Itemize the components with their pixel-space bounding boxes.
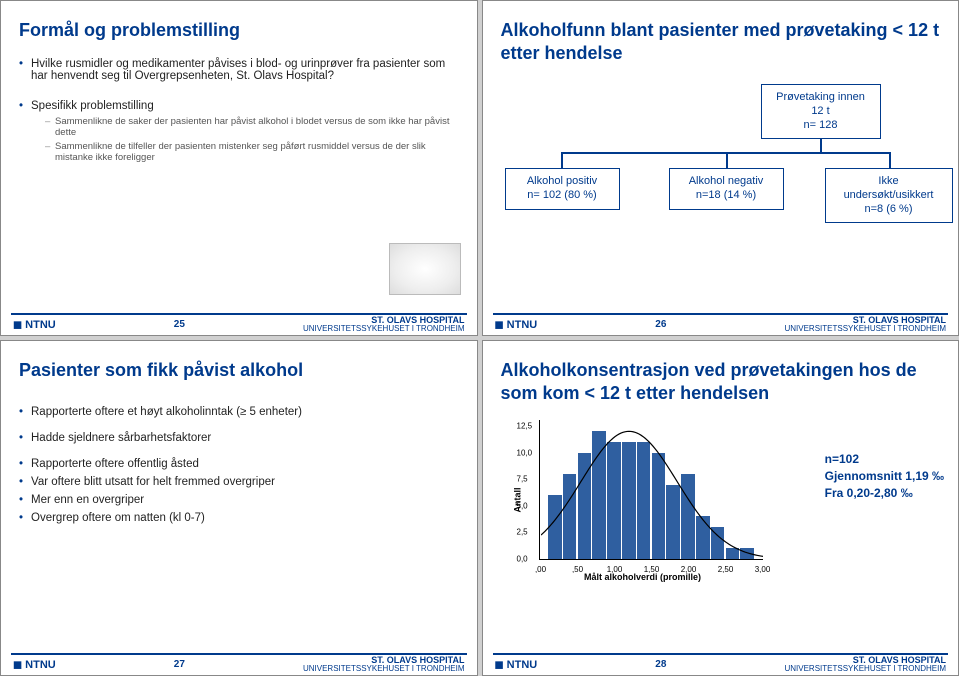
bullet: Var oftere blitt utsatt for helt fremmed…	[31, 476, 275, 488]
histogram: Antall Målt alkoholverdi (promille) 0,02…	[513, 420, 773, 580]
box-positive: Alkohol positiv n= 102 (80 %)	[505, 168, 620, 210]
box-negative: Alkohol negativ n=18 (14 %)	[669, 168, 784, 210]
slide-25: Formål og problemstilling Hvilke rusmidl…	[0, 0, 478, 336]
photo-placeholder	[389, 243, 461, 295]
histogram-bar	[666, 485, 680, 559]
stolav-logo: ST. OLAVS HOSPITAL UNIVERSITETSSYKEHUSET…	[784, 656, 946, 673]
histogram-bar	[652, 453, 666, 559]
stat-n: n=102	[825, 451, 944, 468]
slide-26: Alkoholfunn blant pasienter med prøvetak…	[482, 0, 959, 336]
page-number: 27	[174, 659, 185, 670]
histogram-bar	[607, 442, 621, 559]
slide-footer: ◼ NTNU 25 ST. OLAVS HOSPITAL UNIVERSITET…	[1, 313, 477, 335]
histogram-bar	[622, 442, 636, 559]
ntnu-logo: ◼ NTNU	[495, 318, 538, 331]
bullet: Spesifikk problemstilling	[31, 100, 154, 112]
stat-mean: Gjennomsnitt 1,19 ‰	[825, 468, 944, 485]
slide-27: Pasienter som fikk påvist alkohol Rappor…	[0, 340, 478, 676]
sub-list: Sammenlikne de saker der pasienten har p…	[31, 116, 459, 163]
bullet: Rapporterte oftere offentlig åsted	[31, 458, 199, 470]
histogram-bar	[696, 516, 710, 559]
bullet: Hvilke rusmidler og medikamenter påvises…	[31, 58, 445, 82]
bullet: Rapporterte oftere et høyt alkoholinntak…	[31, 406, 302, 418]
ntnu-logo: ◼ NTNU	[495, 658, 538, 671]
page-number: 26	[655, 319, 666, 330]
box-unknown: Ikke undersøkt/usikkert n=8 (6 %)	[825, 168, 953, 223]
page-number: 25	[174, 319, 185, 330]
histogram-bar	[563, 474, 577, 559]
x-axis	[539, 559, 763, 560]
stats-box: n=102 Gjennomsnitt 1,19 ‰ Fra 0,20-2,80 …	[825, 451, 944, 501]
flow-diagram: Prøvetaking innen 12 t n= 128 Alkohol po…	[501, 84, 941, 264]
page-number: 28	[655, 659, 666, 670]
slide-footer: ◼ NTNU 26 ST. OLAVS HOSPITAL UNIVERSITET…	[483, 313, 959, 335]
slide-title: Formål og problemstilling	[19, 19, 459, 42]
histogram-bar	[740, 548, 754, 559]
box-top: Prøvetaking innen 12 t n= 128	[761, 84, 881, 139]
bars-container	[541, 426, 763, 559]
slide-28: Alkoholkonsentrasjon ved prøvetakingen h…	[482, 340, 959, 676]
slide-footer: ◼ NTNU 27 ST. OLAVS HOSPITAL UNIVERSITET…	[1, 653, 477, 675]
y-axis	[539, 420, 540, 560]
histogram-bar	[726, 548, 740, 559]
bullet-list: Hvilke rusmidler og medikamenter påvises…	[19, 58, 459, 163]
bullet-list: Rapporterte oftere et høyt alkoholinntak…	[19, 406, 459, 524]
slide-title: Pasienter som fikk påvist alkohol	[19, 359, 459, 382]
ntnu-logo: ◼ NTNU	[13, 658, 56, 671]
bullet: Mer enn en overgriper	[31, 494, 144, 506]
stolav-logo: ST. OLAVS HOSPITAL UNIVERSITETSSYKEHUSET…	[784, 316, 946, 333]
bullet: Overgrep oftere om natten (kl 0-7)	[31, 512, 205, 524]
stolav-logo: ST. OLAVS HOSPITAL UNIVERSITETSSYKEHUSET…	[303, 316, 465, 333]
histogram-bar	[681, 474, 695, 559]
histogram-bar	[711, 527, 725, 559]
slide-title: Alkoholfunn blant pasienter med prøvetak…	[501, 19, 941, 64]
bullet: Hadde sjeldnere sårbarhetsfaktorer	[31, 432, 211, 444]
ntnu-logo: ◼ NTNU	[13, 318, 56, 331]
sub-bullet: Sammenlikne de saker der pasienten har p…	[45, 116, 459, 138]
sub-bullet: Sammenlikne de tilfeller der pasienten m…	[45, 141, 459, 163]
slide-footer: ◼ NTNU 28 ST. OLAVS HOSPITAL UNIVERSITET…	[483, 653, 959, 675]
histogram-bar	[592, 431, 606, 559]
histogram-bar	[548, 495, 562, 559]
stat-range: Fra 0,20-2,80 ‰	[825, 485, 944, 502]
stolav-logo: ST. OLAVS HOSPITAL UNIVERSITETSSYKEHUSET…	[303, 656, 465, 673]
histogram-bar	[637, 442, 651, 559]
slide-title: Alkoholkonsentrasjon ved prøvetakingen h…	[501, 359, 941, 404]
histogram-bar	[578, 453, 592, 559]
